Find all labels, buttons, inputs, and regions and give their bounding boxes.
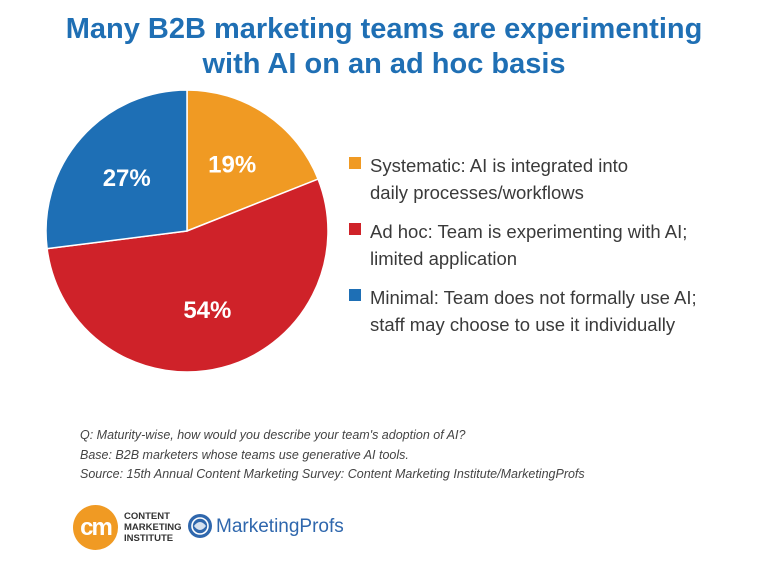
legend-item-minimal: Minimal: Team does not formally use AI; …: [349, 284, 759, 338]
survey-question: Q: Maturity-wise, how would you describe…: [80, 428, 466, 442]
cmi-mark-icon: cm: [73, 505, 118, 550]
chart-title: Many B2B marketing teams are experimenti…: [0, 12, 768, 82]
pie-label-systematic: 19%: [208, 152, 256, 179]
pie-label-ad-hoc: 54%: [183, 297, 231, 324]
chart-notes: Q: Maturity-wise, how would you describe…: [80, 426, 585, 485]
legend-item-systematic: Systematic: AI is integrated into daily …: [349, 152, 759, 206]
legend-text-systematic: Systematic: AI is integrated into daily …: [370, 152, 759, 206]
legend-text-line: Systematic: AI is integrated into: [370, 155, 629, 176]
pie-slices: [45, 89, 329, 373]
marketingprofs-globe-icon: [188, 514, 212, 538]
marketingprofs-wordmark: MarketingProfs: [216, 516, 344, 537]
pie-slice-systematic: [186, 89, 320, 233]
pie-slice-minimal: [45, 89, 188, 250]
cmi-wordmark-line: MARKETING: [124, 522, 182, 533]
legend-text-line: limited application: [370, 248, 518, 269]
legend-swatch-systematic: [349, 157, 361, 169]
cmi-wordmark: CONTENT MARKETING INSTITUTE: [124, 511, 182, 544]
legend-text-line: staff may choose to use it individually: [370, 314, 676, 335]
legend-swatch-minimal: [349, 289, 361, 301]
chart-title-line-2: with AI on an ad hoc basis: [202, 48, 566, 80]
survey-source: Source: 15th Annual Content Marketing Su…: [80, 467, 585, 481]
cmi-wordmark-line: INSTITUTE: [124, 533, 174, 544]
pie-slice-ad-hoc: [46, 178, 329, 373]
legend-text-minimal: Minimal: Team does not formally use AI; …: [370, 284, 759, 338]
legend-item-ad-hoc: Ad hoc: Team is experimenting with AI; l…: [349, 218, 759, 272]
legend-text-line: Ad hoc: Team is experimenting with AI;: [370, 221, 688, 242]
legend: Systematic: AI is integrated into daily …: [349, 152, 759, 350]
legend-swatch-ad-hoc: [349, 223, 361, 235]
chart-title-line-1: Many B2B marketing teams are experimenti…: [65, 13, 703, 45]
cmi-wordmark-line: CONTENT: [124, 511, 170, 522]
pie-labels: 19% 54% 27%: [103, 152, 257, 325]
pie-label-minimal: 27%: [103, 165, 151, 192]
legend-text-line: daily processes/workflows: [370, 182, 584, 203]
legend-text-line: Minimal: Team does not formally use AI;: [370, 287, 697, 308]
legend-text-ad-hoc: Ad hoc: Team is experimenting with AI; l…: [370, 218, 759, 272]
survey-base: Base: B2B marketers whose teams use gene…: [80, 447, 409, 462]
